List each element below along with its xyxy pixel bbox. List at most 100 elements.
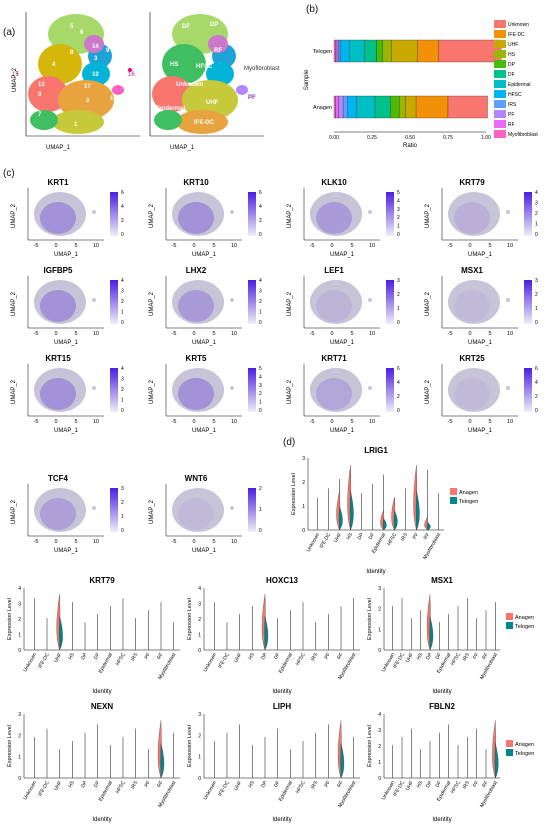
identity-tick: DP <box>260 779 269 789</box>
scale-tick: 0 <box>259 528 262 534</box>
expression-cloud <box>178 378 214 410</box>
identity-tick: HFSC <box>450 780 462 795</box>
y-tick-label: 0 <box>198 776 201 782</box>
expression-cloud <box>316 202 352 234</box>
scale-tick: 4 <box>397 198 400 204</box>
x-tick-label: 10 <box>369 419 375 425</box>
bar-segment <box>382 39 392 63</box>
identity-tick: Myofibroblast <box>337 779 357 808</box>
identity-tick: DF <box>435 780 444 789</box>
scale-tick: 1 <box>259 400 262 406</box>
legend-label: IRS <box>508 102 517 108</box>
bar-segment <box>335 95 339 119</box>
legend-swatch <box>506 613 513 620</box>
identity-label: Epidermal <box>156 106 185 112</box>
scale-tick: 3 <box>121 289 124 295</box>
scale-tick: 1 <box>397 224 400 230</box>
y-axis-title: Expression Level <box>187 598 193 640</box>
scale-tick: 4 <box>535 190 538 196</box>
feature-plot-krt10: KRT10 -5 0 5 10 UMAP_1 UMAP_2 6 4 2 0 <box>149 178 262 258</box>
scale-tick: 1 <box>259 507 262 513</box>
identity-tick: DP <box>80 651 89 661</box>
identity-label: HS <box>170 62 178 68</box>
legend-label: Telogen <box>515 624 534 630</box>
legend-swatch <box>506 749 513 756</box>
legend-label: HFSC <box>508 92 522 98</box>
cluster-num: 13 <box>110 96 117 102</box>
identity-tick: UHF <box>53 780 63 792</box>
identity-label: Unknown <box>176 82 203 88</box>
expression-cloud <box>454 378 490 410</box>
bar-segment <box>438 39 502 63</box>
y-tick-label: 0 <box>378 776 381 782</box>
feature-gene-title: LEF1 <box>324 266 344 275</box>
y-tick-label: 4 <box>18 586 21 592</box>
bar-segment <box>338 95 344 119</box>
scale-tick: 3 <box>121 377 124 383</box>
identity-tick: RF <box>156 780 165 789</box>
violin-gene-title: LIPH <box>273 702 291 711</box>
x-tick-label: 0.25 <box>367 135 377 141</box>
feature-gene-title: MSX1 <box>461 266 483 275</box>
y-tick-label: 1 <box>378 760 381 766</box>
scale-tick: 0 <box>535 320 538 326</box>
scale-tick: 0 <box>259 232 262 238</box>
legend-swatch <box>494 30 506 38</box>
feature-plot-krt1: KRT1 -5 0 5 10 UMAP_1 UMAP_2 6 4 2 0 <box>11 178 124 258</box>
identity-tick: IRS <box>462 779 472 790</box>
y-axis-title: UMAP_2 <box>11 203 17 228</box>
x-tick-label: 0 <box>468 419 471 425</box>
cluster-num: 0 <box>38 92 42 98</box>
cluster-num: 6 <box>80 30 84 36</box>
scale-tick: 1 <box>121 514 124 520</box>
color-scale <box>524 280 532 324</box>
x-axis-title: Identity <box>92 689 111 695</box>
identity-tick: HFSC <box>295 780 307 795</box>
bar-segment <box>390 95 400 119</box>
y-axis-title: UMAP_2 <box>149 291 155 316</box>
umap-y-label: UMAP_2 <box>12 67 18 92</box>
violin-plot-nexn: NEXN 0 1 2 3 Expression Level Unknown IFE-DC UHF… <box>7 702 180 823</box>
panel-label-b: (b) <box>306 4 319 15</box>
legend-label: Unknown <box>508 22 529 28</box>
x-axis-title: UMAP_1 <box>192 340 217 346</box>
expression-cloud <box>316 290 352 322</box>
scale-tick: 4 <box>535 380 538 386</box>
y-axis-title: Expression Level <box>367 725 373 767</box>
identity-tick: IFE-DC <box>217 780 231 798</box>
x-tick-label: 5 <box>212 539 215 545</box>
x-tick-label: 0 <box>468 243 471 249</box>
legend-label: Myofibroblast <box>508 132 538 138</box>
x-axis-title: UMAP_1 <box>330 428 355 434</box>
y-tick-label: 1 <box>198 633 201 639</box>
x-axis-title: Identity <box>272 689 291 695</box>
scale-tick: 2 <box>535 211 538 217</box>
cluster-num: 1 <box>74 122 78 128</box>
scale-tick: 0 <box>397 232 400 238</box>
scale-tick: 2 <box>397 292 400 298</box>
x-tick-label: 0 <box>192 419 195 425</box>
y-tick-label: 1 <box>18 633 21 639</box>
x-tick-label: 0 <box>54 539 57 545</box>
x-tick-label: -5 <box>34 419 39 425</box>
x-axis-title: UMAP_1 <box>330 340 355 346</box>
identity-tick: DF <box>273 780 282 789</box>
x-tick-label: 5 <box>488 243 491 249</box>
x-tick-label: 10 <box>231 419 237 425</box>
scale-tick: 1 <box>535 306 538 312</box>
identity-tick: HS <box>416 779 425 789</box>
y-axis-title: UMAP_2 <box>287 203 293 228</box>
feature-gene-title: KRT25 <box>459 354 485 363</box>
identity-tick: IFE-DC <box>217 652 231 670</box>
x-tick-label: 0.00 <box>329 135 339 141</box>
violin-gene-title: MSX1 <box>431 576 453 585</box>
scale-tick: 3 <box>397 207 400 213</box>
identity-tick: Myofibroblast <box>337 651 357 680</box>
scale-tick: 1 <box>121 398 124 404</box>
scale-tick: 1 <box>259 310 262 316</box>
scale-tick: 2 <box>259 299 262 305</box>
x-tick-label: -5 <box>448 243 453 249</box>
scale-tick: 2 <box>121 299 124 305</box>
identity-tick: DF <box>273 652 282 661</box>
x-tick-label: 5 <box>212 331 215 337</box>
